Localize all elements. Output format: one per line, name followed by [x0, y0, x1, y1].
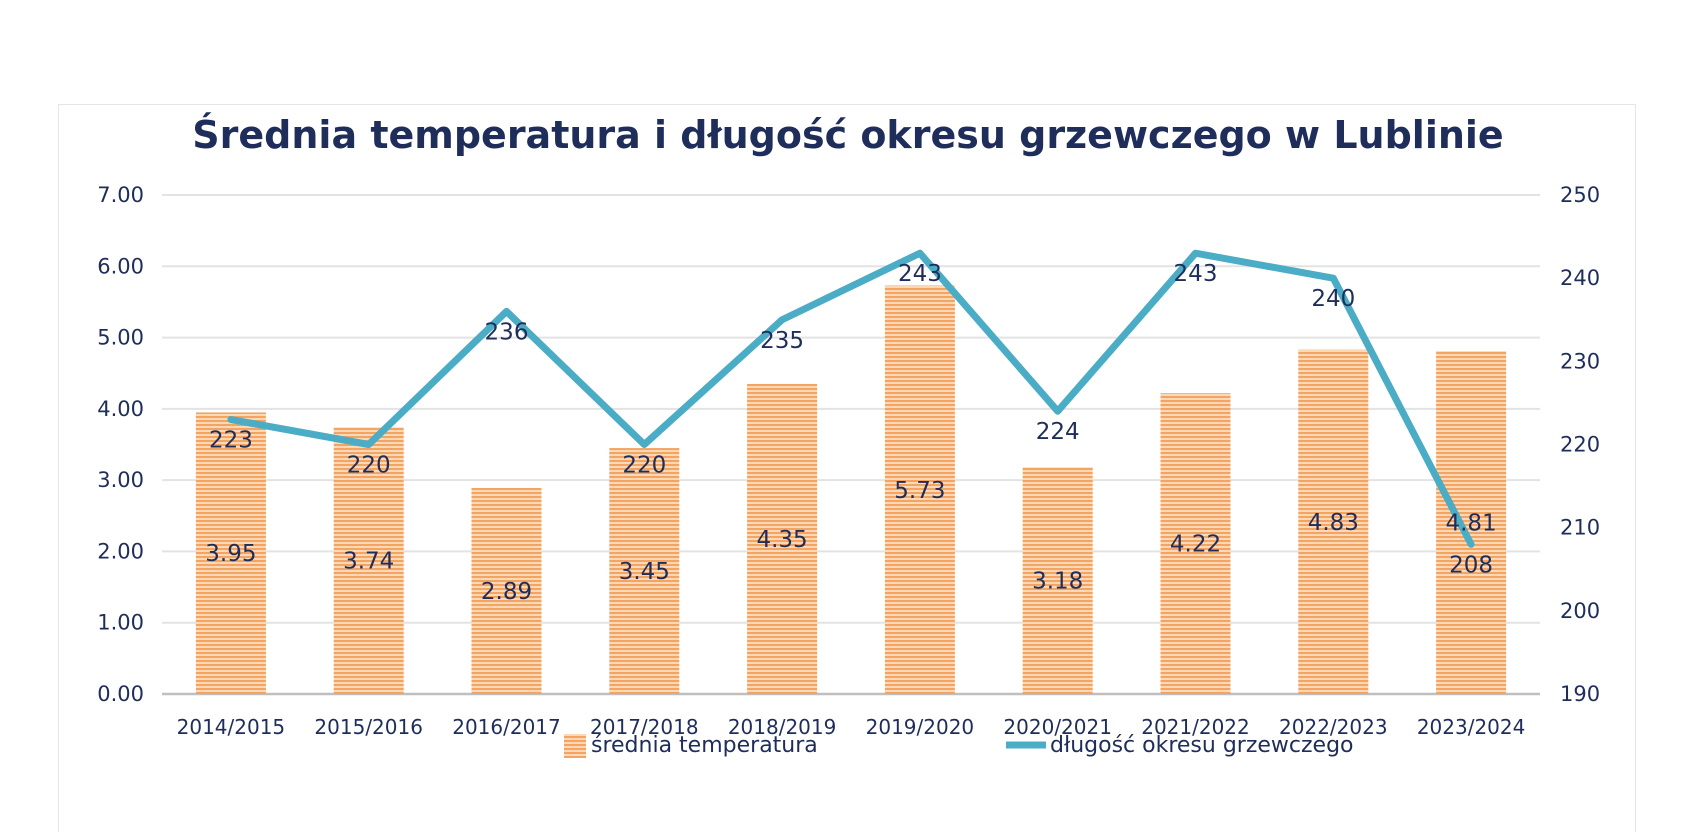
line-value-label: 235 — [760, 328, 804, 354]
line-value-label: 223 — [209, 428, 253, 454]
line-value-label: 208 — [1449, 552, 1493, 578]
bar-2014/2015 — [195, 412, 266, 694]
legend: średnia temperatura długość okresu grzew… — [564, 733, 1354, 758]
bar-2016/2017 — [471, 487, 542, 694]
bar-value-label: 5.73 — [894, 478, 945, 504]
right-tick-label: 240 — [1560, 266, 1600, 290]
bar-value-label: 4.83 — [1308, 510, 1359, 536]
left-tick-label: 7.00 — [97, 183, 144, 207]
x-tick-label: 2014/2015 — [177, 715, 286, 739]
left-tick-label: 2.00 — [97, 539, 144, 563]
line-value-label: 243 — [1174, 261, 1218, 287]
left-tick-label: 3.00 — [97, 468, 144, 492]
left-tick-label: 4.00 — [97, 397, 144, 421]
right-tick-label: 210 — [1560, 516, 1600, 540]
bar-value-label: 4.22 — [1170, 532, 1221, 558]
bar-2019/2020 — [884, 285, 955, 694]
bar-series — [195, 285, 1507, 694]
x-tick-label: 2016/2017 — [452, 715, 561, 739]
x-tick-label: 2021/2022 — [1141, 715, 1250, 739]
bar-value-label: 4.81 — [1445, 511, 1496, 537]
line-value-label: 240 — [1311, 286, 1355, 312]
bar-value-label: 3.95 — [205, 541, 256, 567]
x-tick-label: 2019/2020 — [866, 715, 975, 739]
left-tick-label: 6.00 — [97, 254, 144, 278]
bar-2018/2019 — [747, 383, 818, 694]
x-tick-label: 2017/2018 — [590, 715, 699, 739]
bar-value-label: 4.35 — [756, 527, 807, 553]
bar-value-label: 2.89 — [481, 579, 532, 605]
heating-season-line — [227, 249, 1475, 548]
x-tick-label: 2023/2024 — [1417, 715, 1526, 739]
line-series — [227, 249, 1475, 548]
legend-swatch-temperature — [564, 734, 586, 758]
bar-2022/2023 — [1298, 349, 1369, 694]
legend-label-heating: długość okresu grzewczego — [1050, 733, 1354, 758]
legend-label-temperature: średnia temperatura — [591, 733, 818, 758]
right-tick-label: 200 — [1560, 599, 1600, 623]
bar-2021/2022 — [1160, 393, 1231, 694]
right-tick-label: 250 — [1560, 183, 1600, 207]
bar-2015/2016 — [333, 427, 404, 694]
bar-value-label: 3.45 — [619, 559, 670, 585]
right-axis-ticks: 190 200 210 220 230 240 250 — [1560, 183, 1600, 706]
line-value-label: 236 — [485, 319, 529, 345]
bar-2023/2024 — [1436, 351, 1507, 694]
left-tick-label: 5.00 — [97, 326, 144, 350]
line-value-label: 220 — [622, 453, 666, 479]
line-value-label: 243 — [898, 261, 942, 287]
bar-2020/2021 — [1022, 467, 1093, 694]
x-tick-label: 2018/2019 — [728, 715, 837, 739]
x-tick-label: 2015/2016 — [314, 715, 423, 739]
line-value-label: 220 — [347, 453, 391, 479]
x-axis-ticks: 2014/2015 2015/2016 2016/2017 2017/2018 2018… — [177, 715, 1526, 739]
left-axis-ticks: 0.00 1.00 2.00 3.00 4.00 5.00 6.00 7.00 — [97, 183, 144, 706]
right-tick-label: 220 — [1560, 433, 1600, 457]
data-labels: 3.95 3.74 2.89 3.45 4.35 5.73 3.18 4.22 4.83 4.81… — [205, 261, 1496, 605]
right-tick-label: 190 — [1560, 682, 1600, 706]
chart-title: Średnia temperatura i długość okresu grz… — [192, 113, 1503, 157]
bar-2017/2018 — [609, 448, 680, 694]
bar-value-label: 3.74 — [343, 549, 394, 575]
left-tick-label: 0.00 — [97, 682, 144, 706]
line-value-label: 224 — [1036, 419, 1080, 445]
chart-container — [58, 104, 1636, 832]
x-tick-label: 2020/2021 — [1003, 715, 1112, 739]
bar-value-label: 3.18 — [1032, 569, 1083, 595]
right-tick-label: 230 — [1560, 349, 1600, 373]
x-tick-label: 2022/2023 — [1279, 715, 1388, 739]
left-tick-label: 1.00 — [97, 611, 144, 635]
